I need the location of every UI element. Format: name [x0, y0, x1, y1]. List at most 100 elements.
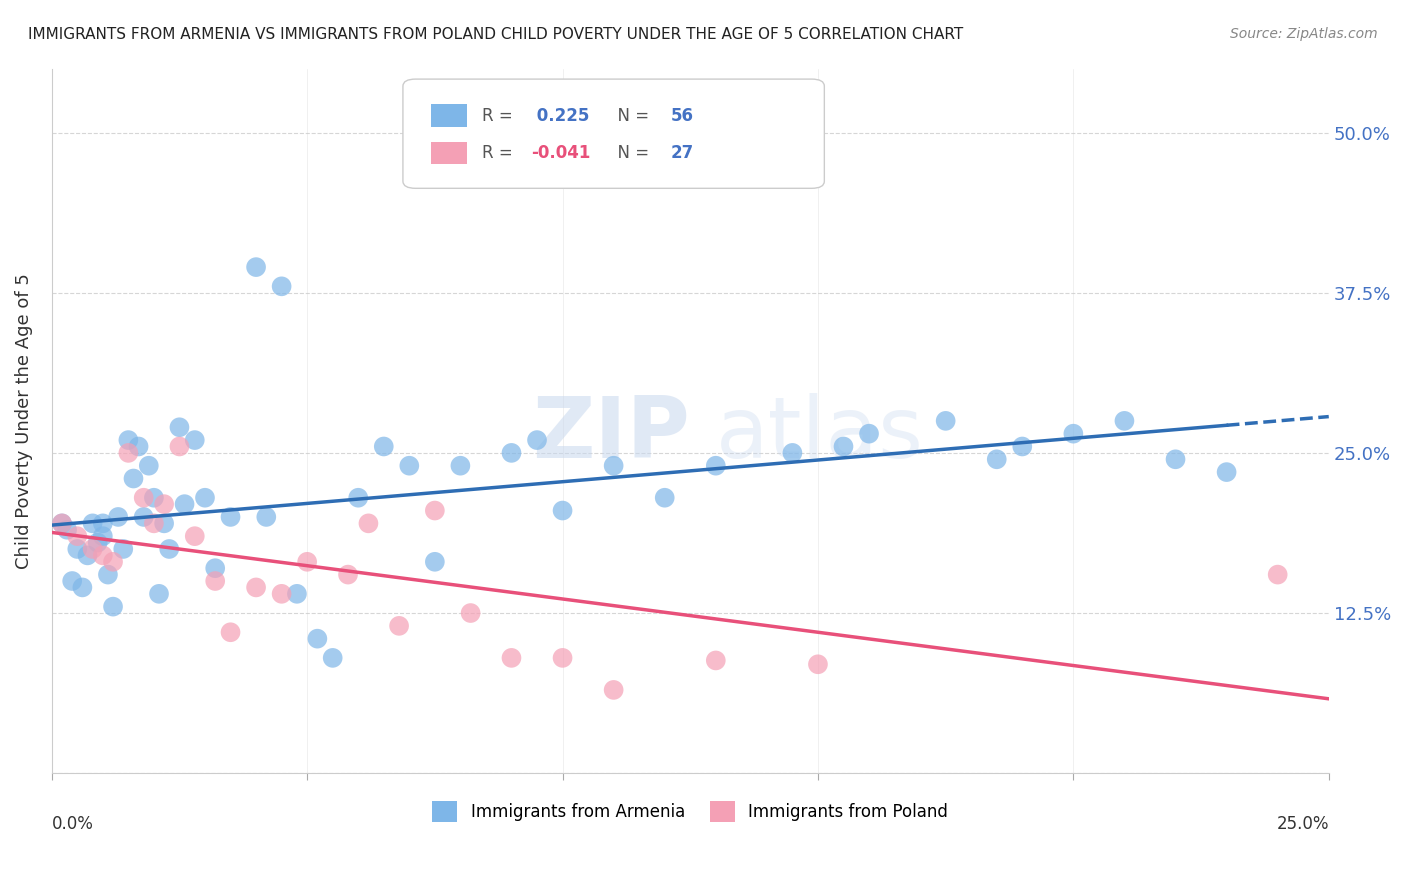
Point	[153, 516, 176, 531]
Point	[782, 446, 804, 460]
Point	[173, 497, 195, 511]
Point	[204, 574, 226, 588]
Point	[204, 561, 226, 575]
Point	[97, 567, 120, 582]
Point	[112, 541, 135, 556]
Point	[91, 549, 114, 563]
Point	[194, 491, 217, 505]
Point	[132, 491, 155, 505]
Point	[986, 452, 1008, 467]
Bar	[432, 142, 467, 164]
Point	[807, 657, 830, 672]
Point	[357, 516, 380, 531]
Point	[91, 516, 114, 531]
Point	[184, 529, 207, 543]
Point	[602, 682, 624, 697]
Point	[117, 433, 139, 447]
Text: 27: 27	[671, 145, 695, 162]
Point	[169, 420, 191, 434]
Point	[66, 529, 89, 543]
Point	[169, 440, 191, 454]
Point	[82, 516, 104, 531]
Text: atlas: atlas	[716, 393, 924, 476]
Point	[153, 497, 176, 511]
Point	[1215, 465, 1237, 479]
Text: 0.0%: 0.0%	[52, 815, 94, 833]
Text: R =: R =	[482, 107, 517, 125]
Point	[51, 516, 73, 531]
Point	[704, 653, 727, 667]
Point	[117, 446, 139, 460]
Text: 25.0%: 25.0%	[1277, 815, 1329, 833]
Text: R =: R =	[482, 145, 517, 162]
Point	[307, 632, 329, 646]
Point	[602, 458, 624, 473]
Point	[858, 426, 880, 441]
Point	[347, 491, 370, 505]
Point	[449, 458, 471, 473]
Point	[101, 555, 124, 569]
Point	[1011, 440, 1033, 454]
Point	[219, 625, 242, 640]
Point	[654, 491, 676, 505]
Point	[132, 510, 155, 524]
Point	[1114, 414, 1136, 428]
Point	[1267, 567, 1289, 582]
Point	[245, 581, 267, 595]
Point	[157, 541, 180, 556]
Point	[460, 606, 482, 620]
Point	[76, 549, 98, 563]
Point	[270, 587, 292, 601]
Point	[832, 440, 855, 454]
Point	[254, 510, 277, 524]
Legend: Immigrants from Armenia, Immigrants from Poland: Immigrants from Armenia, Immigrants from…	[426, 795, 955, 829]
Text: 0.225: 0.225	[530, 107, 589, 125]
Point	[373, 440, 395, 454]
Point	[526, 433, 548, 447]
Point	[219, 510, 242, 524]
Point	[245, 260, 267, 274]
Point	[72, 581, 94, 595]
Point	[82, 541, 104, 556]
Point	[51, 516, 73, 531]
Point	[551, 651, 574, 665]
Point	[501, 446, 523, 460]
Text: N =: N =	[607, 107, 655, 125]
Point	[704, 458, 727, 473]
Point	[388, 619, 411, 633]
Point	[56, 523, 79, 537]
Text: -0.041: -0.041	[530, 145, 591, 162]
Point	[128, 440, 150, 454]
Point	[322, 651, 344, 665]
Point	[66, 541, 89, 556]
Point	[501, 651, 523, 665]
Point	[1062, 426, 1084, 441]
Point	[398, 458, 420, 473]
Text: ZIP: ZIP	[533, 393, 690, 476]
Text: 56: 56	[671, 107, 695, 125]
Point	[551, 503, 574, 517]
Point	[1164, 452, 1187, 467]
Point	[285, 587, 308, 601]
Point	[60, 574, 83, 588]
Point	[935, 414, 957, 428]
Point	[148, 587, 170, 601]
Point	[142, 491, 165, 505]
Point	[142, 516, 165, 531]
FancyBboxPatch shape	[404, 79, 824, 188]
Y-axis label: Child Poverty Under the Age of 5: Child Poverty Under the Age of 5	[15, 273, 32, 569]
Point	[337, 567, 360, 582]
Point	[270, 279, 292, 293]
Bar	[432, 104, 467, 127]
Text: IMMIGRANTS FROM ARMENIA VS IMMIGRANTS FROM POLAND CHILD POVERTY UNDER THE AGE OF: IMMIGRANTS FROM ARMENIA VS IMMIGRANTS FR…	[28, 27, 963, 42]
Text: Source: ZipAtlas.com: Source: ZipAtlas.com	[1230, 27, 1378, 41]
Point	[423, 503, 446, 517]
Point	[107, 510, 129, 524]
Point	[184, 433, 207, 447]
Text: N =: N =	[607, 145, 655, 162]
Point	[138, 458, 160, 473]
Point	[295, 555, 318, 569]
Point	[91, 529, 114, 543]
Point	[423, 555, 446, 569]
Point	[101, 599, 124, 614]
